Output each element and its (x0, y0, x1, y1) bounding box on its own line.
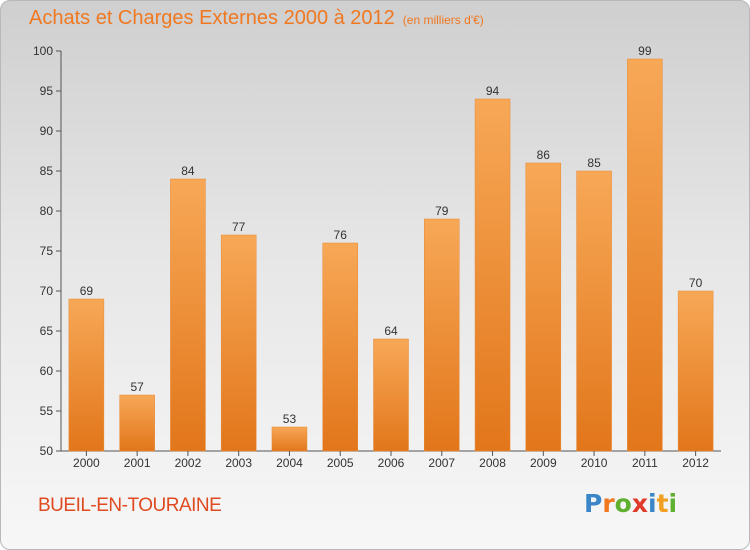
bar (68, 298, 105, 452)
bar-value-label: 86 (537, 148, 551, 162)
y-tick-label: 90 (40, 124, 54, 138)
x-tick-label: 2002 (175, 456, 202, 470)
bar (525, 162, 562, 452)
logo-letter: r (602, 489, 615, 518)
bar (119, 394, 155, 452)
bar (474, 98, 511, 452)
bar (677, 290, 714, 452)
bar-value-label: 53 (283, 412, 297, 426)
bar-value-label: 77 (232, 220, 246, 234)
chart-unit: (en milliers d'€) (402, 13, 484, 27)
bar (220, 234, 257, 452)
logo-letter: i (648, 489, 657, 518)
bar-value-label: 84 (181, 164, 195, 178)
bar (373, 338, 409, 452)
logo-letter: P (584, 489, 603, 518)
bar-value-label: 70 (689, 276, 703, 290)
y-tick-label: 65 (40, 324, 54, 338)
bar (322, 242, 358, 452)
x-tick-label: 2000 (73, 456, 100, 470)
bar-value-label: 69 (80, 284, 94, 298)
bar-value-label: 76 (334, 228, 348, 242)
x-tick-label: 2010 (581, 456, 608, 470)
bar-value-label: 57 (130, 380, 144, 394)
x-tick-label: 2004 (276, 456, 303, 470)
bar-value-label: 79 (435, 204, 449, 218)
bar (627, 58, 663, 452)
y-tick-label: 55 (40, 404, 54, 418)
bar (424, 218, 460, 452)
bar-value-label: 94 (486, 84, 500, 98)
x-tick-label: 2005 (327, 456, 354, 470)
place-name: BUEIL-EN-TOURAINE (38, 495, 222, 516)
y-tick-label: 60 (40, 364, 54, 378)
logo-letter: i (668, 489, 678, 518)
x-tick-label: 2007 (428, 456, 455, 470)
bar-value-label: 64 (384, 324, 398, 338)
x-tick-label: 2012 (682, 456, 709, 470)
logo-letter: x (631, 489, 648, 518)
bar-value-label: 99 (638, 44, 652, 58)
x-tick-label: 2011 (632, 456, 658, 470)
y-tick-label: 50 (40, 444, 54, 458)
bar (576, 170, 612, 452)
x-tick-label: 2006 (378, 456, 405, 470)
x-tick-label: 2008 (479, 456, 506, 470)
bar (271, 426, 308, 452)
x-tick-label: 2003 (225, 456, 252, 470)
logo-letter: o (614, 489, 632, 518)
x-tick-label: 2009 (530, 456, 557, 470)
x-tick-label: 2001 (124, 456, 151, 470)
y-tick-label: 80 (40, 204, 54, 218)
chart-title: Achats et Charges Externes 2000 à 2012 (e… (29, 7, 484, 30)
bar-value-label: 85 (587, 156, 601, 170)
y-tick-label: 100 (33, 44, 53, 58)
chart-title-text: Achats et Charges Externes 2000 à 2012 (29, 7, 395, 29)
y-tick-label: 95 (40, 84, 54, 98)
proxiti-logo: Proxiti (584, 489, 677, 518)
y-tick-label: 85 (40, 164, 54, 178)
logo-letter: t (656, 489, 669, 518)
bar (170, 178, 206, 452)
y-tick-label: 75 (40, 244, 54, 258)
y-tick-label: 70 (40, 284, 54, 298)
